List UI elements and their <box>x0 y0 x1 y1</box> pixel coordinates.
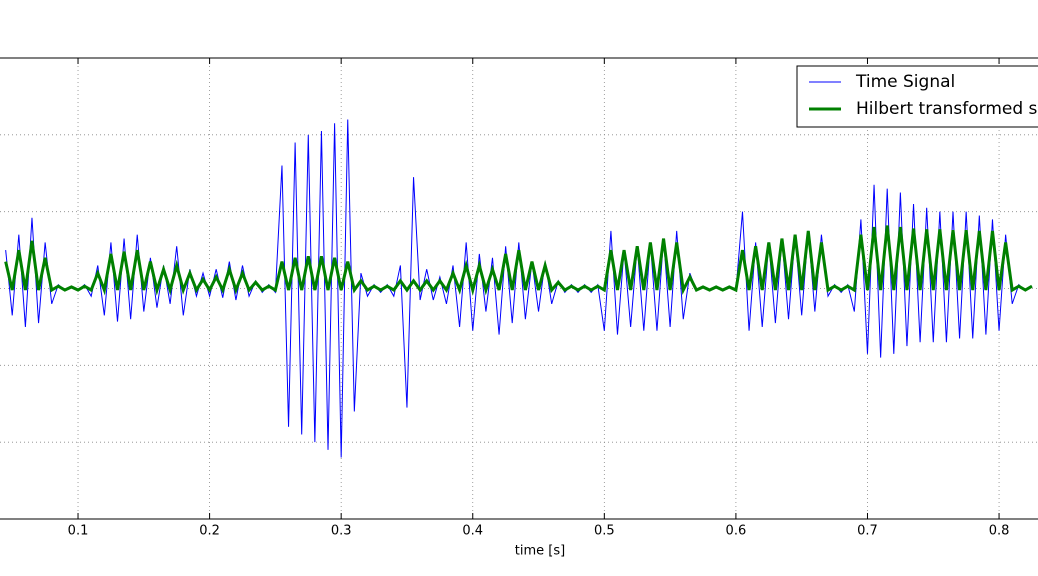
x-axis-label: time [s] <box>515 544 565 559</box>
legend-box <box>796 65 1038 128</box>
x-tick-label: 0.4 <box>462 524 483 539</box>
series-line <box>4 225 1033 296</box>
x-tick-label: 0.6 <box>726 524 747 539</box>
x-tick-label: 0.5 <box>594 524 615 539</box>
x-tick-label: 0.3 <box>331 524 352 539</box>
legend-label: Time Signal <box>855 72 955 92</box>
series-line <box>5 119 1033 458</box>
x-tick-label: 0.7 <box>857 524 878 539</box>
x-tick-label: 0.1 <box>68 524 89 539</box>
x-tick-label: 0.2 <box>199 524 220 539</box>
x-tick-label: 0.8 <box>989 524 1010 539</box>
legend-label: Hilbert transformed signal <box>856 99 1038 119</box>
